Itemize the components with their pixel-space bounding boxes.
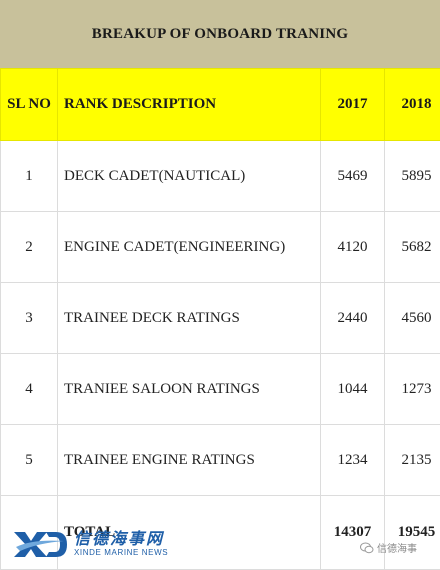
wechat-account-name: 信德海事	[377, 544, 417, 555]
total-label: TOTAL	[57, 495, 321, 570]
table-title: BREAKUP OF ONBOARD TRANING	[0, 0, 440, 68]
value-2018-cell: 5682	[384, 211, 440, 283]
header-sl-no: SL NO	[0, 68, 58, 141]
value-2018-cell: 2135	[384, 424, 440, 496]
table-row: 2 ENGINE CADET(ENGINEERING) 4120 5682	[0, 211, 440, 283]
rank-cell: TRAINEE DECK RATINGS	[57, 282, 321, 354]
table-row: 3 TRAINEE DECK RATINGS 2440 4560	[0, 282, 440, 354]
value-2018-cell: 1273	[384, 353, 440, 425]
table-row: 5 TRAINEE ENGINE RATINGS 1234 2135	[0, 424, 440, 496]
training-table: SL NO RANK DESCRIPTION 2017 2018 1 DECK …	[0, 68, 440, 570]
total-row: TOTAL 14307 19545	[0, 495, 440, 570]
table-row: 4 TRANIEE SALOON RATINGS 1044 1273	[0, 353, 440, 425]
sl-cell: 5	[0, 424, 58, 496]
total-2018: 19545	[384, 495, 440, 570]
rank-cell: DECK CADET(NAUTICAL)	[57, 140, 321, 212]
sl-cell: 3	[0, 282, 58, 354]
sl-cell: 1	[0, 140, 58, 212]
total-2017: 14307	[320, 495, 385, 570]
sl-cell: 2	[0, 211, 58, 283]
value-2017-cell: 5469	[320, 140, 385, 212]
rank-cell: TRAINEE ENGINE RATINGS	[57, 424, 321, 496]
header-2018: 2018	[384, 68, 440, 141]
value-2018-cell: 5895	[384, 140, 440, 212]
watermark-cn-text: 信德海事网	[74, 529, 165, 548]
rank-cell: TRANIEE SALOON RATINGS	[57, 353, 321, 425]
table-row: 1 DECK CADET(NAUTICAL) 5469 5895	[0, 140, 440, 212]
wechat-icon	[360, 542, 374, 553]
sl-cell: 4	[0, 353, 58, 425]
rank-cell: ENGINE CADET(ENGINEERING)	[57, 211, 321, 283]
value-2017-cell: 2440	[320, 282, 385, 354]
header-row: SL NO RANK DESCRIPTION 2017 2018	[0, 68, 440, 141]
header-rank-description: RANK DESCRIPTION	[57, 68, 321, 141]
xinde-watermark: 信德海事网 XINDE MARINE NEWS	[12, 527, 168, 561]
value-2017-cell: 1044	[320, 353, 385, 425]
header-2017: 2017	[320, 68, 385, 141]
xinde-logo-icon	[14, 532, 67, 557]
watermark-en-text: XINDE MARINE NEWS	[74, 548, 169, 557]
value-2017-cell: 4120	[320, 211, 385, 283]
wechat-tag: 信德海事	[360, 540, 417, 555]
value-2018-cell: 4560	[384, 282, 440, 354]
value-2017-cell: 1234	[320, 424, 385, 496]
